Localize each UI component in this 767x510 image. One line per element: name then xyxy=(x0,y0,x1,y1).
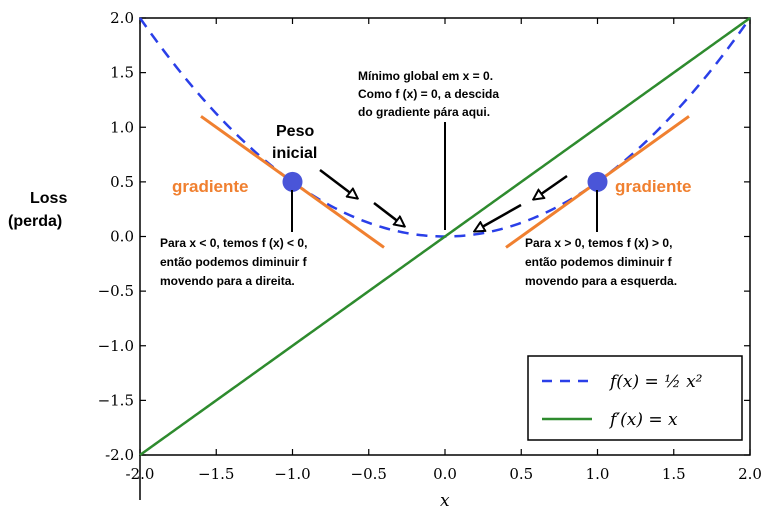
minimum-note-line2: Como f (x) = 0, a descida xyxy=(358,87,499,101)
peso-arrow-2 xyxy=(373,202,404,226)
point-markers xyxy=(282,171,608,192)
series-layer xyxy=(138,16,752,457)
right-note-line3: movendo para a esquerda. xyxy=(525,274,677,288)
right-arrow-1 xyxy=(534,174,568,199)
axis-ticks: -2.0 −1.5 −1.0 −0.5 0.0 0.5 1.0 1.5 2.0 2.0 1.5 1.0… xyxy=(98,9,762,483)
y-tick-label: 1.0 xyxy=(110,118,134,136)
x-tick-label: 0.5 xyxy=(509,465,533,483)
legend-label-fprime: f′(x) = x xyxy=(608,410,678,430)
y-tick-label: 0.0 xyxy=(110,228,134,246)
right-note-line2: então podemos diminuir f xyxy=(525,255,673,269)
series-fprime-line xyxy=(139,16,751,457)
x-tick-label: −1.5 xyxy=(198,465,234,483)
y-axis-label-line1: Loss xyxy=(30,190,67,207)
y-tick-label: 2.0 xyxy=(110,9,134,27)
y-tick-label: −1.0 xyxy=(98,337,134,355)
gradient-label-right: gradiente xyxy=(615,177,692,196)
x-tick-label: 2.0 xyxy=(738,465,762,483)
point-left xyxy=(282,171,303,192)
legend-label-f: f(x) = ½ x² xyxy=(608,372,703,392)
minimum-note-line1: Mínimo global em x = 0. xyxy=(358,69,493,83)
x-axis-label: x xyxy=(440,491,450,510)
y-tick-label: −1.5 xyxy=(98,391,134,409)
x-tick-label: −1.0 xyxy=(274,465,310,483)
right-arrow-2 xyxy=(475,203,522,231)
point-right xyxy=(587,171,608,192)
peso-label-line1: Peso xyxy=(276,123,314,140)
y-tick-label: −0.5 xyxy=(98,282,134,300)
minimum-note-line3: do gradiente pára aqui. xyxy=(358,105,490,119)
left-note-line2: então podemos diminuir f xyxy=(160,255,308,269)
right-note-line1: Para x > 0, temos f (x) > 0, xyxy=(525,236,672,250)
x-tick-label: 1.5 xyxy=(662,465,686,483)
peso-label-line2: inicial xyxy=(272,145,317,162)
x-tick-label: 1.0 xyxy=(586,465,610,483)
left-note-line1: Para x < 0, temos f (x) < 0, xyxy=(160,236,307,250)
y-tick-label: 1.5 xyxy=(110,64,134,82)
x-tick-label: -2.0 xyxy=(126,465,155,483)
legend: f(x) = ½ x² f′(x) = x xyxy=(527,355,743,441)
peso-arrow-1 xyxy=(319,169,357,198)
y-axis-label-line2: (perda) xyxy=(8,213,62,230)
y-tick-label: -2.0 xyxy=(105,446,134,464)
x-tick-label: 0.0 xyxy=(433,465,457,483)
y-tick-label: 0.5 xyxy=(110,173,134,191)
gradient-label-left: gradiente xyxy=(172,177,249,196)
left-note-line3: movendo para a direita. xyxy=(160,274,295,288)
x-tick-label: −0.5 xyxy=(351,465,387,483)
legend-box xyxy=(527,355,743,441)
